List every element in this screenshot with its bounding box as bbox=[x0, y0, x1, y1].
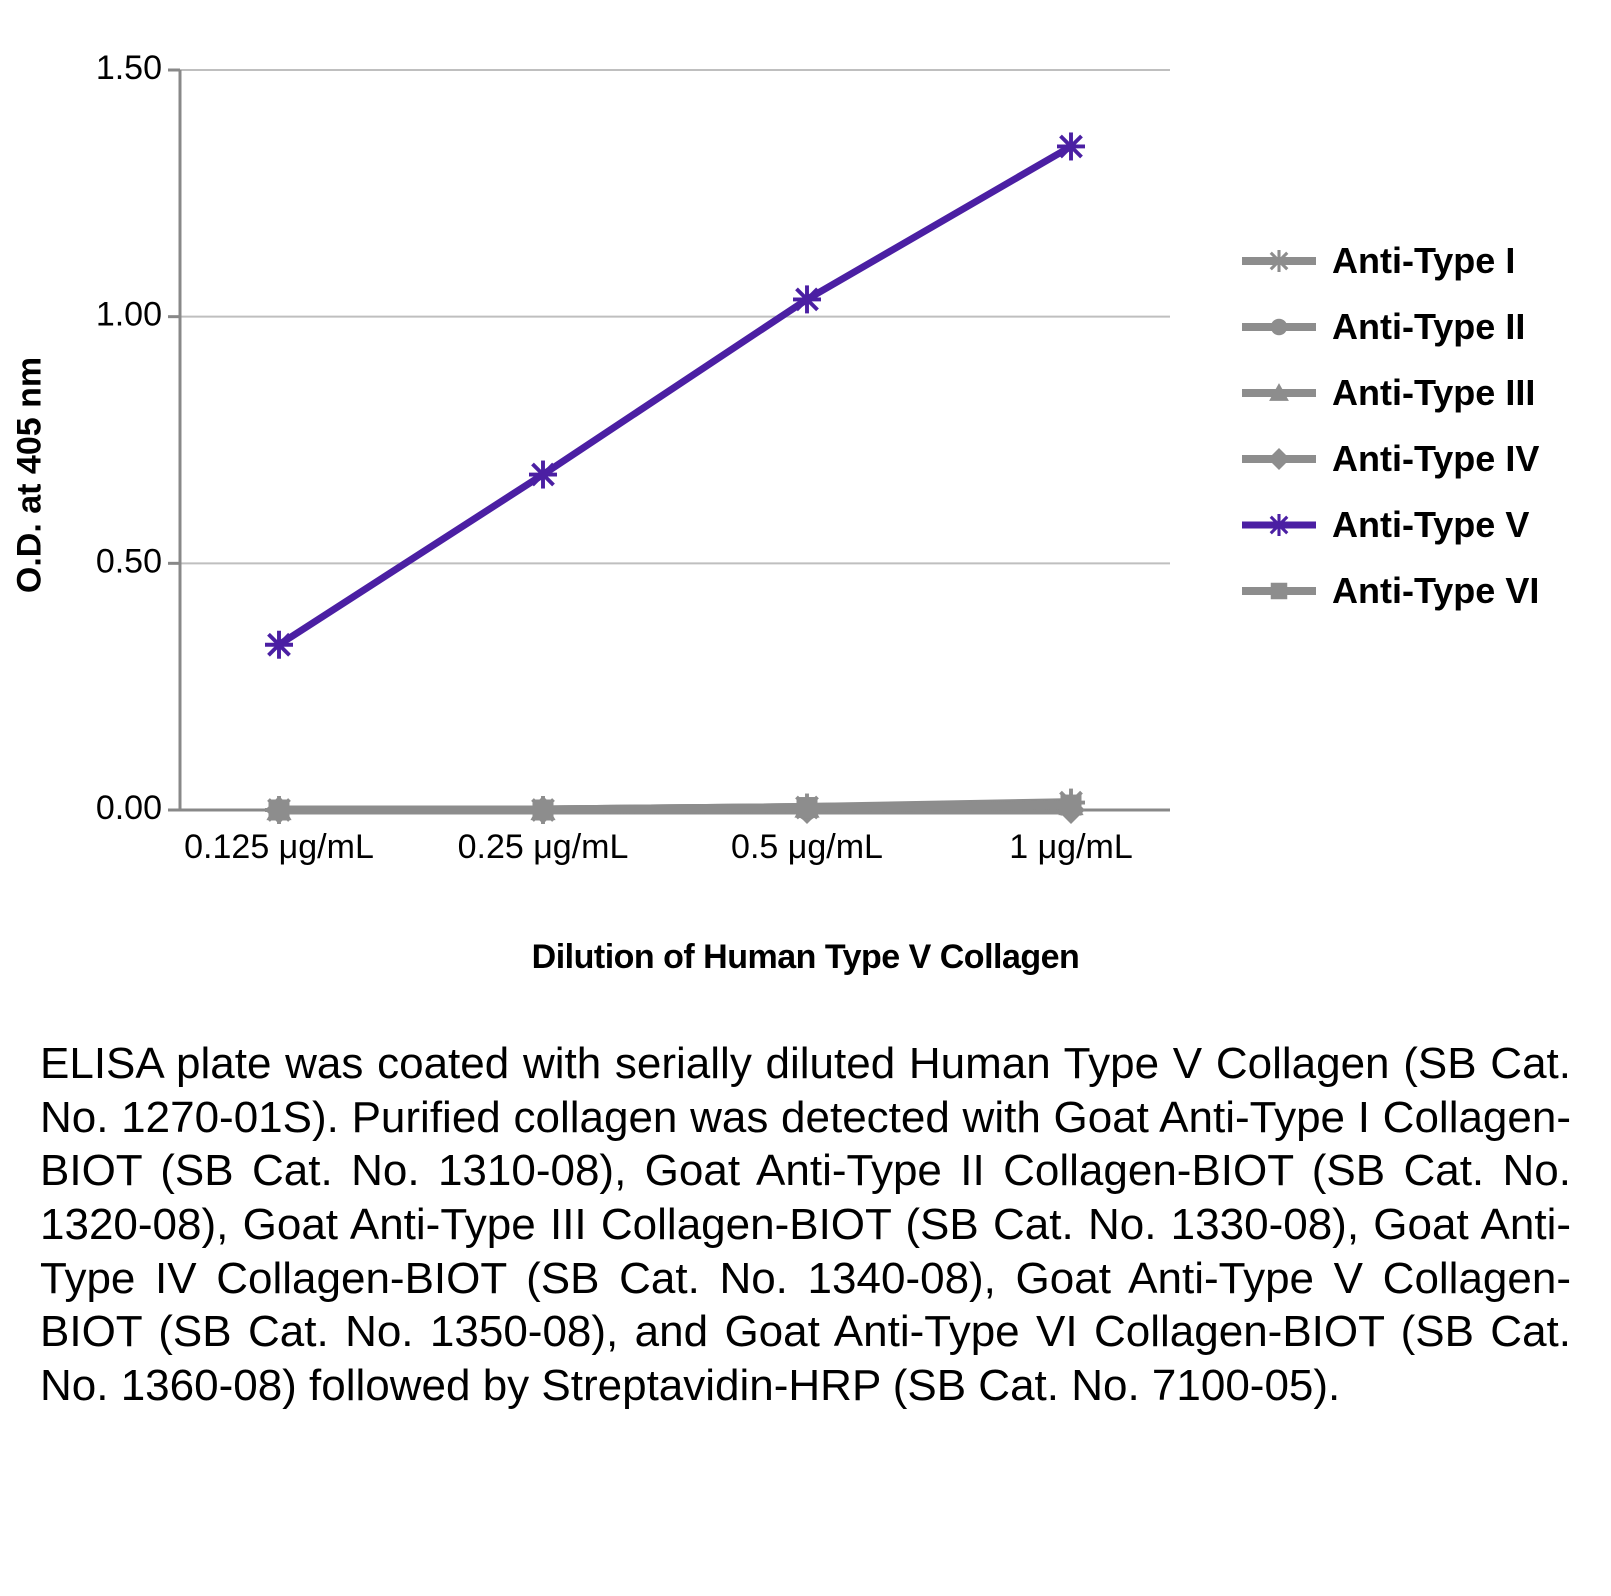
svg-text:0.50: 0.50 bbox=[96, 542, 162, 580]
svg-text:0.125 μg/mL: 0.125 μg/mL bbox=[184, 828, 374, 866]
svg-text:1.50: 1.50 bbox=[96, 49, 162, 87]
legend-label: Anti-Type III bbox=[1332, 372, 1535, 414]
figure: O.D. at 405 nm 0.000.501.001.500.125 μg/… bbox=[40, 40, 1571, 1413]
legend-swatch bbox=[1240, 246, 1318, 276]
svg-text:0.00: 0.00 bbox=[96, 789, 162, 827]
legend-swatch bbox=[1240, 444, 1318, 474]
legend-item: Anti-Type VI bbox=[1240, 570, 1570, 612]
chart-row: O.D. at 405 nm 0.000.501.001.500.125 μg/… bbox=[40, 40, 1571, 910]
chart-box: O.D. at 405 nm 0.000.501.001.500.125 μg/… bbox=[40, 40, 1200, 910]
legend-item: Anti-Type I bbox=[1240, 240, 1570, 282]
svg-text:1.00: 1.00 bbox=[96, 296, 162, 334]
svg-text:1 μg/mL: 1 μg/mL bbox=[1009, 828, 1133, 866]
legend-swatch bbox=[1240, 510, 1318, 540]
legend-swatch bbox=[1240, 312, 1318, 342]
legend-label: Anti-Type II bbox=[1332, 306, 1525, 348]
legend-swatch bbox=[1240, 576, 1318, 606]
legend-item: Anti-Type V bbox=[1240, 504, 1570, 546]
legend-item: Anti-Type IV bbox=[1240, 438, 1570, 480]
legend-label: Anti-Type I bbox=[1332, 240, 1515, 282]
x-axis-label: Dilution of Human Type V Collagen bbox=[40, 938, 1571, 977]
caption-text: ELISA plate was coated with serially dil… bbox=[40, 1037, 1571, 1413]
legend-label: Anti-Type VI bbox=[1332, 570, 1539, 612]
legend-item: Anti-Type II bbox=[1240, 306, 1570, 348]
legend: Anti-Type I Anti-Type II Anti-Type III Anti… bbox=[1200, 40, 1570, 636]
y-axis-label: O.D. at 405 nm bbox=[11, 357, 50, 593]
chart-svg: 0.00 0.50 1.00 1.50 0.125 μg/mL 0.25 μg/mL 0.5… bbox=[40, 40, 1200, 910]
legend-label: Anti-Type IV bbox=[1332, 438, 1539, 480]
legend-swatch bbox=[1240, 378, 1318, 408]
svg-text:0.25 μg/mL: 0.25 μg/mL bbox=[458, 828, 629, 866]
legend-label: Anti-Type V bbox=[1332, 504, 1529, 546]
svg-text:0.5 μg/mL: 0.5 μg/mL bbox=[731, 828, 883, 866]
legend-item: Anti-Type III bbox=[1240, 372, 1570, 414]
